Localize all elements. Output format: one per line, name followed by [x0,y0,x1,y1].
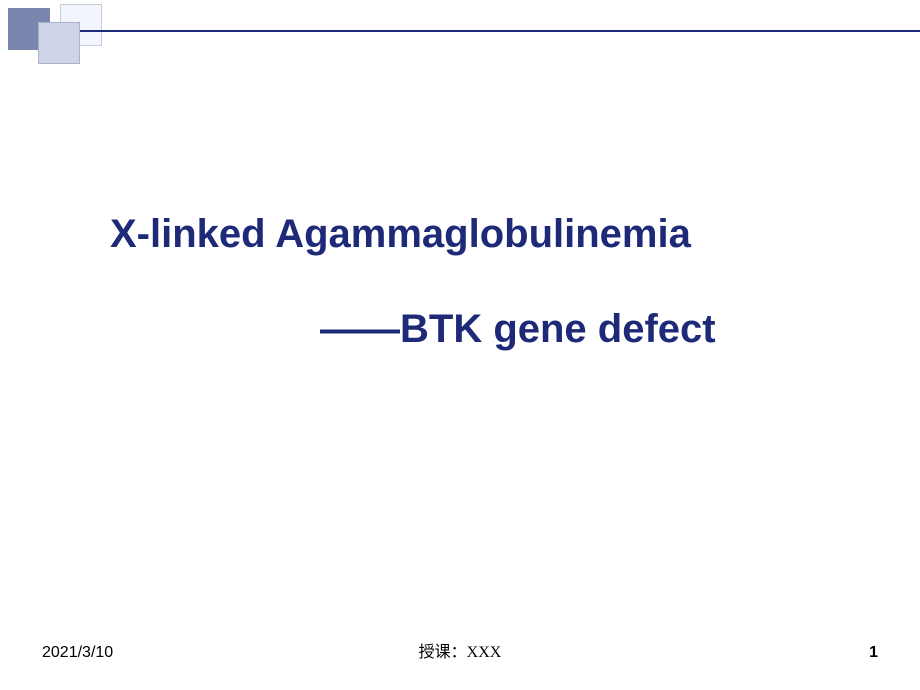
footer-date: 2021/3/10 [42,644,113,662]
title-line-2: ——BTK gene defect [110,307,716,352]
decor-box-2 [38,22,80,64]
footer-lecturer: 授课：XXX [419,638,502,662]
header-rule [80,30,920,32]
title-block: X-linked Agammaglobulinemia ——BTK gene d… [110,212,716,352]
footer-page-number: 1 [869,644,878,662]
title-line-1: X-linked Agammaglobulinemia [110,212,716,257]
